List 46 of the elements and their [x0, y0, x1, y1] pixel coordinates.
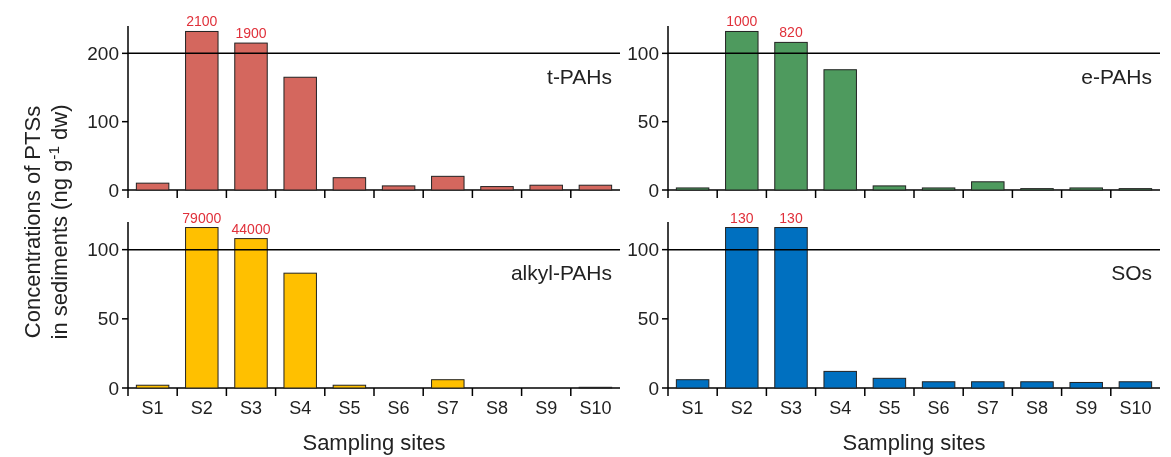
- y-tick-label: 50: [637, 308, 659, 330]
- annotation: 130: [730, 209, 754, 226]
- x-tick-label: S5: [878, 398, 901, 418]
- annotation: 1900: [235, 25, 267, 42]
- y-tick-label: 50: [97, 308, 119, 330]
- y-tick-label: 100: [627, 239, 659, 261]
- x-tick-label: S10: [579, 398, 612, 418]
- annotation: 79000: [182, 209, 222, 226]
- x-tick-label: S4: [829, 398, 852, 418]
- x-tick-label: S8: [485, 398, 509, 418]
- x-tick-label: S2: [730, 398, 753, 418]
- text: SOs: [1111, 261, 1152, 284]
- x-tick-label: S6: [927, 398, 950, 418]
- x-tick-label: S4: [289, 398, 312, 418]
- x-tick-label: S1: [141, 398, 164, 418]
- annotation: 44000: [231, 220, 271, 237]
- x-tick-label: S8: [1025, 398, 1049, 418]
- y-tick-label: 0: [108, 179, 119, 201]
- y-tick-label: 0: [648, 377, 659, 399]
- y-tick-label: 100: [87, 111, 119, 133]
- annotation: 2100: [186, 13, 218, 30]
- annotation: 130: [779, 209, 803, 226]
- annotation: 820: [779, 24, 803, 41]
- x-tick-label: S10: [1119, 398, 1152, 418]
- y-tick-label: 100: [87, 239, 119, 261]
- x-axis-title: Sampling sites: [302, 430, 446, 455]
- text: alkyl-PAHs: [510, 261, 612, 284]
- x-tick-label: S2: [190, 398, 213, 418]
- x-tick-label: S9: [1075, 398, 1098, 418]
- y-tick-label: 0: [648, 179, 659, 201]
- y-tick-label: 200: [87, 42, 119, 64]
- x-tick-label: S6: [387, 398, 410, 418]
- annotation: 1000: [726, 13, 758, 30]
- x-tick-label: S9: [535, 398, 558, 418]
- x-tick-label: S7: [976, 398, 999, 418]
- x-tick-label: S7: [436, 398, 459, 418]
- y-tick-label: 0: [108, 377, 119, 399]
- text: t-PAHs: [547, 65, 612, 88]
- y-tick-label: 100: [627, 42, 659, 64]
- x-tick-label: S1: [681, 398, 704, 418]
- x-axis-title: Sampling sites: [842, 430, 986, 455]
- text: e-PAHs: [1081, 65, 1152, 88]
- y-tick-label: 50: [637, 111, 659, 133]
- x-tick-label: S5: [338, 398, 361, 418]
- x-tick-label: S3: [239, 398, 263, 418]
- x-tick-label: S3: [779, 398, 803, 418]
